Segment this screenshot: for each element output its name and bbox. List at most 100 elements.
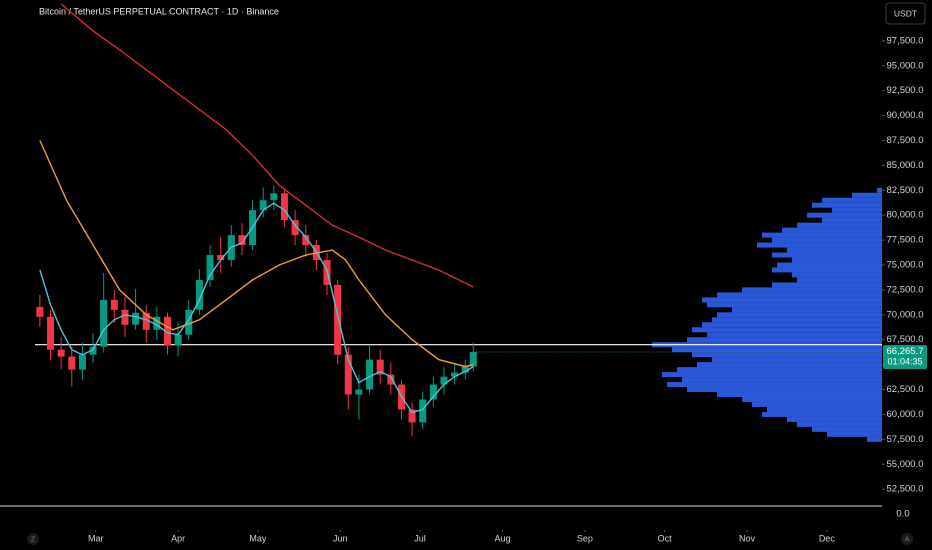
candle-body <box>110 299 118 310</box>
volume-profile-bar <box>752 401 882 407</box>
candle-body <box>440 376 448 385</box>
countdown: 01:04:35 <box>887 356 922 366</box>
volume-profile-bar <box>812 426 882 432</box>
y-tick-label: 82,500.0 <box>887 185 924 196</box>
candle-body <box>280 193 288 221</box>
volume-profile-bar <box>682 377 882 383</box>
price-label: 66,265.7 <box>887 346 924 357</box>
candle-body <box>461 366 469 373</box>
candle-body <box>387 374 395 385</box>
x-tick-label: Oct <box>658 533 673 543</box>
volume-profile-bar <box>772 237 882 243</box>
candle-body <box>195 279 203 310</box>
volume-profile-bar <box>757 242 882 248</box>
volume-profile-bar <box>692 352 882 358</box>
volume-profile-bar <box>777 262 882 268</box>
volume-profile-bar <box>852 192 882 198</box>
candle-body <box>238 235 246 246</box>
volume-profile-bar <box>707 302 882 308</box>
left-button-label[interactable]: Z <box>31 536 36 543</box>
candle-body <box>366 359 374 390</box>
moving-average <box>60 3 474 288</box>
right-button[interactable] <box>901 533 913 545</box>
candle-body <box>185 309 193 335</box>
volume-profile-bar <box>797 277 882 283</box>
left-button[interactable] <box>27 533 39 545</box>
volume-profile-bar <box>717 392 882 398</box>
candle-body <box>100 299 108 347</box>
volume-profile-bar <box>782 227 882 233</box>
y-tick-label: 62,500.0 <box>887 384 924 395</box>
currency-button[interactable] <box>885 2 926 25</box>
volume-profile-bar <box>867 436 882 442</box>
candle-body <box>89 346 97 355</box>
volume-profile-bar <box>717 292 882 298</box>
moving-average <box>39 202 474 414</box>
axis-floor-label: 0.0 <box>896 509 909 520</box>
candle-body <box>291 220 299 236</box>
volume-profile-bar <box>807 212 882 218</box>
volume-profile-bar <box>762 232 882 238</box>
x-tick-label: Apr <box>171 533 185 543</box>
candle-body <box>36 306 44 317</box>
y-tick-label: 95,000.0 <box>887 60 924 71</box>
y-tick-label: 57,500.0 <box>887 434 924 445</box>
candle-body <box>163 316 171 346</box>
y-tick-label: 67,500.0 <box>887 334 924 345</box>
y-tick-label: 72,500.0 <box>887 284 924 295</box>
candle-body <box>259 200 267 211</box>
volume-profile-bar <box>702 322 882 328</box>
volume-profile-bar <box>772 267 882 273</box>
y-tick-label: 87,500.0 <box>887 135 924 146</box>
candle-body <box>57 349 65 357</box>
volume-profile-bar <box>787 247 882 253</box>
volume-profile-bar <box>702 297 882 303</box>
volume-profile-bar <box>707 332 882 338</box>
volume-profile-bar <box>697 362 882 368</box>
volume-profile-bar <box>767 406 882 412</box>
moving-average <box>39 140 474 368</box>
y-tick-label: 90,000.0 <box>887 110 924 121</box>
volume-profile-bar <box>832 207 882 213</box>
candle-body <box>132 312 140 325</box>
volume-profile-bar <box>677 367 882 373</box>
x-tick-label: Jun <box>333 533 348 543</box>
candle-body <box>408 409 416 423</box>
x-tick-label: Jul <box>414 533 426 543</box>
y-tick-label: 70,000.0 <box>887 309 924 320</box>
volume-profile-bar <box>822 197 882 203</box>
volume-profile-bar <box>797 222 882 228</box>
volume-profile-bar <box>797 421 882 427</box>
candle-body <box>217 255 225 261</box>
volume-profile-bar <box>762 411 882 417</box>
candle-body <box>334 284 342 355</box>
price-label-box <box>883 345 927 370</box>
volume-profile-bar <box>742 397 882 402</box>
y-tick-label: 55,000.0 <box>887 459 924 470</box>
x-tick-label: Mar <box>88 533 104 543</box>
y-tick-label: 77,500.0 <box>887 235 924 246</box>
volume-profile-bar <box>787 416 882 422</box>
volume-profile-bar <box>732 307 882 313</box>
candle-body <box>78 354 86 370</box>
x-tick-label: Dec <box>819 533 836 543</box>
right-button-label[interactable]: A <box>905 536 910 543</box>
candle-body <box>174 334 182 346</box>
candle-body <box>153 316 161 330</box>
volume-profile-bar <box>877 187 882 193</box>
volume-profile-bar <box>742 287 882 293</box>
volume-profile-bar <box>692 327 882 333</box>
volume-profile-bar <box>712 357 882 363</box>
candle-body <box>451 372 459 377</box>
candle-body <box>355 389 363 395</box>
y-tick-label: 75,000.0 <box>887 260 924 271</box>
y-tick-label: 60,000.0 <box>887 409 924 420</box>
volume-profile-bar <box>792 272 882 278</box>
volume-profile-bar <box>712 317 882 323</box>
currency-button-label[interactable]: USDT <box>894 8 917 18</box>
x-tick-label: Sep <box>577 533 593 543</box>
y-tick-label: 97,500.0 <box>887 35 924 46</box>
x-tick-label: Nov <box>739 533 756 543</box>
candle-body <box>429 384 437 400</box>
x-tick-label: May <box>249 533 267 543</box>
